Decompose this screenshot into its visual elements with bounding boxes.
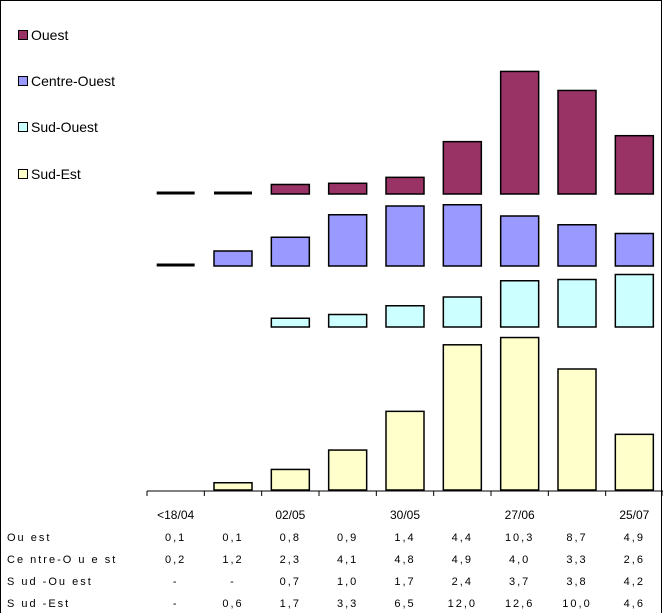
legend-item: Ouest xyxy=(18,27,68,43)
bar-0-5 xyxy=(442,140,483,195)
bar-3-7 xyxy=(557,368,597,491)
bar-2-4 xyxy=(385,305,425,328)
table-cell: 3,3 xyxy=(566,554,588,566)
table-cell: 2,4 xyxy=(451,576,473,588)
bar-1-3 xyxy=(327,214,368,267)
table-row-label: S ud -Est xyxy=(7,598,71,610)
table-cell: 1,4 xyxy=(394,532,416,544)
table-cell: 4,4 xyxy=(451,532,473,544)
table-cell: 0,9 xyxy=(337,532,359,544)
table-cell: 0,1 xyxy=(165,532,187,544)
bar-1-8 xyxy=(614,232,655,267)
table-cell: 0,8 xyxy=(279,532,301,544)
table-cell: 12,0 xyxy=(447,598,478,610)
bar-0-3 xyxy=(327,182,368,195)
legend-item: Sud-Ouest xyxy=(18,119,98,135)
table-cell: 0,7 xyxy=(279,576,301,588)
table-cell: 4,8 xyxy=(394,554,416,566)
bar-1-5 xyxy=(442,204,483,267)
table-cell: 2,3 xyxy=(279,554,301,566)
bar-2-6 xyxy=(499,280,540,328)
bar-2-3 xyxy=(327,313,368,328)
bar-3-2 xyxy=(270,468,311,491)
table-cell: 0,6 xyxy=(222,598,244,610)
table-cell: 10,0 xyxy=(562,598,592,610)
tick-label: 02/05 xyxy=(275,508,306,522)
legend-item: Sud-Est xyxy=(18,166,81,182)
bar-0-6 xyxy=(499,70,540,195)
table-cell: 2,6 xyxy=(623,554,645,566)
table-cell: 0,1 xyxy=(222,532,244,544)
table-cell: 1,2 xyxy=(222,554,244,566)
table-cell: 0,2 xyxy=(165,554,187,566)
table-cell: 6,5 xyxy=(394,598,416,610)
legend-label: Centre-Ouest xyxy=(31,73,116,89)
legend-swatch xyxy=(18,76,28,86)
table-cell: 4,6 xyxy=(623,598,645,610)
legend-label: Sud-Est xyxy=(31,166,81,182)
bar-3-1 xyxy=(213,481,253,491)
bar-0-2 xyxy=(270,183,311,195)
bar-3-5 xyxy=(442,344,483,491)
legend-label: Sud-Ouest xyxy=(31,119,98,135)
bar-3-3 xyxy=(327,449,368,491)
bar-1-7 xyxy=(557,224,597,267)
bar-1-1 xyxy=(213,250,253,267)
table-cell: 4,0 xyxy=(509,554,531,566)
tick-label: 25/07 xyxy=(619,508,650,522)
table-row-label: Ou est xyxy=(7,532,52,544)
bar-3-4 xyxy=(385,410,425,491)
bar-2-8 xyxy=(614,273,655,328)
table-cell: - xyxy=(172,576,179,588)
table-cell: 4,1 xyxy=(337,554,359,566)
tick-label: 27/06 xyxy=(504,508,535,522)
bar-1-4 xyxy=(385,205,425,267)
bar-1-6 xyxy=(499,215,540,267)
tick-label: <18/04 xyxy=(157,508,195,522)
bar-1-2 xyxy=(270,236,311,267)
bar-2-5 xyxy=(442,296,483,328)
table-cell: - xyxy=(230,576,236,588)
table-row-label: S ud -Ou est xyxy=(7,576,93,588)
bar-2-2 xyxy=(270,317,311,328)
table-cell: 1,7 xyxy=(279,598,301,610)
table-cell: 1,0 xyxy=(337,576,359,588)
bar-2-7 xyxy=(557,278,597,328)
table-cell: - xyxy=(172,598,179,610)
bar-0-8 xyxy=(614,134,655,195)
legend-item: Centre-Ouest xyxy=(18,73,115,89)
legend-swatch xyxy=(18,30,28,40)
bar-3-8 xyxy=(614,433,655,491)
table-cell: 4,9 xyxy=(451,554,473,566)
bar-0-7 xyxy=(557,89,597,195)
bar-3-6 xyxy=(499,336,540,491)
legend-label: Ouest xyxy=(31,27,69,43)
legend-swatch xyxy=(18,122,28,132)
tick-label: 30/05 xyxy=(389,508,421,522)
legend-swatch xyxy=(18,169,28,179)
table-cell: 4,2 xyxy=(623,576,645,588)
table-cell: 10,3 xyxy=(504,532,535,544)
table-cell: 8,7 xyxy=(566,532,588,544)
table-cell: 1,7 xyxy=(394,576,416,588)
table-cell: 3,3 xyxy=(337,598,359,610)
table-cell: 3,8 xyxy=(566,576,588,588)
table-row-label: Ce ntre-O u e st xyxy=(7,554,118,566)
bar-0-4 xyxy=(385,176,425,195)
table-cell: 3,7 xyxy=(509,576,531,588)
table-cell: 12,6 xyxy=(504,598,535,610)
table-cell: 4,9 xyxy=(623,532,645,544)
